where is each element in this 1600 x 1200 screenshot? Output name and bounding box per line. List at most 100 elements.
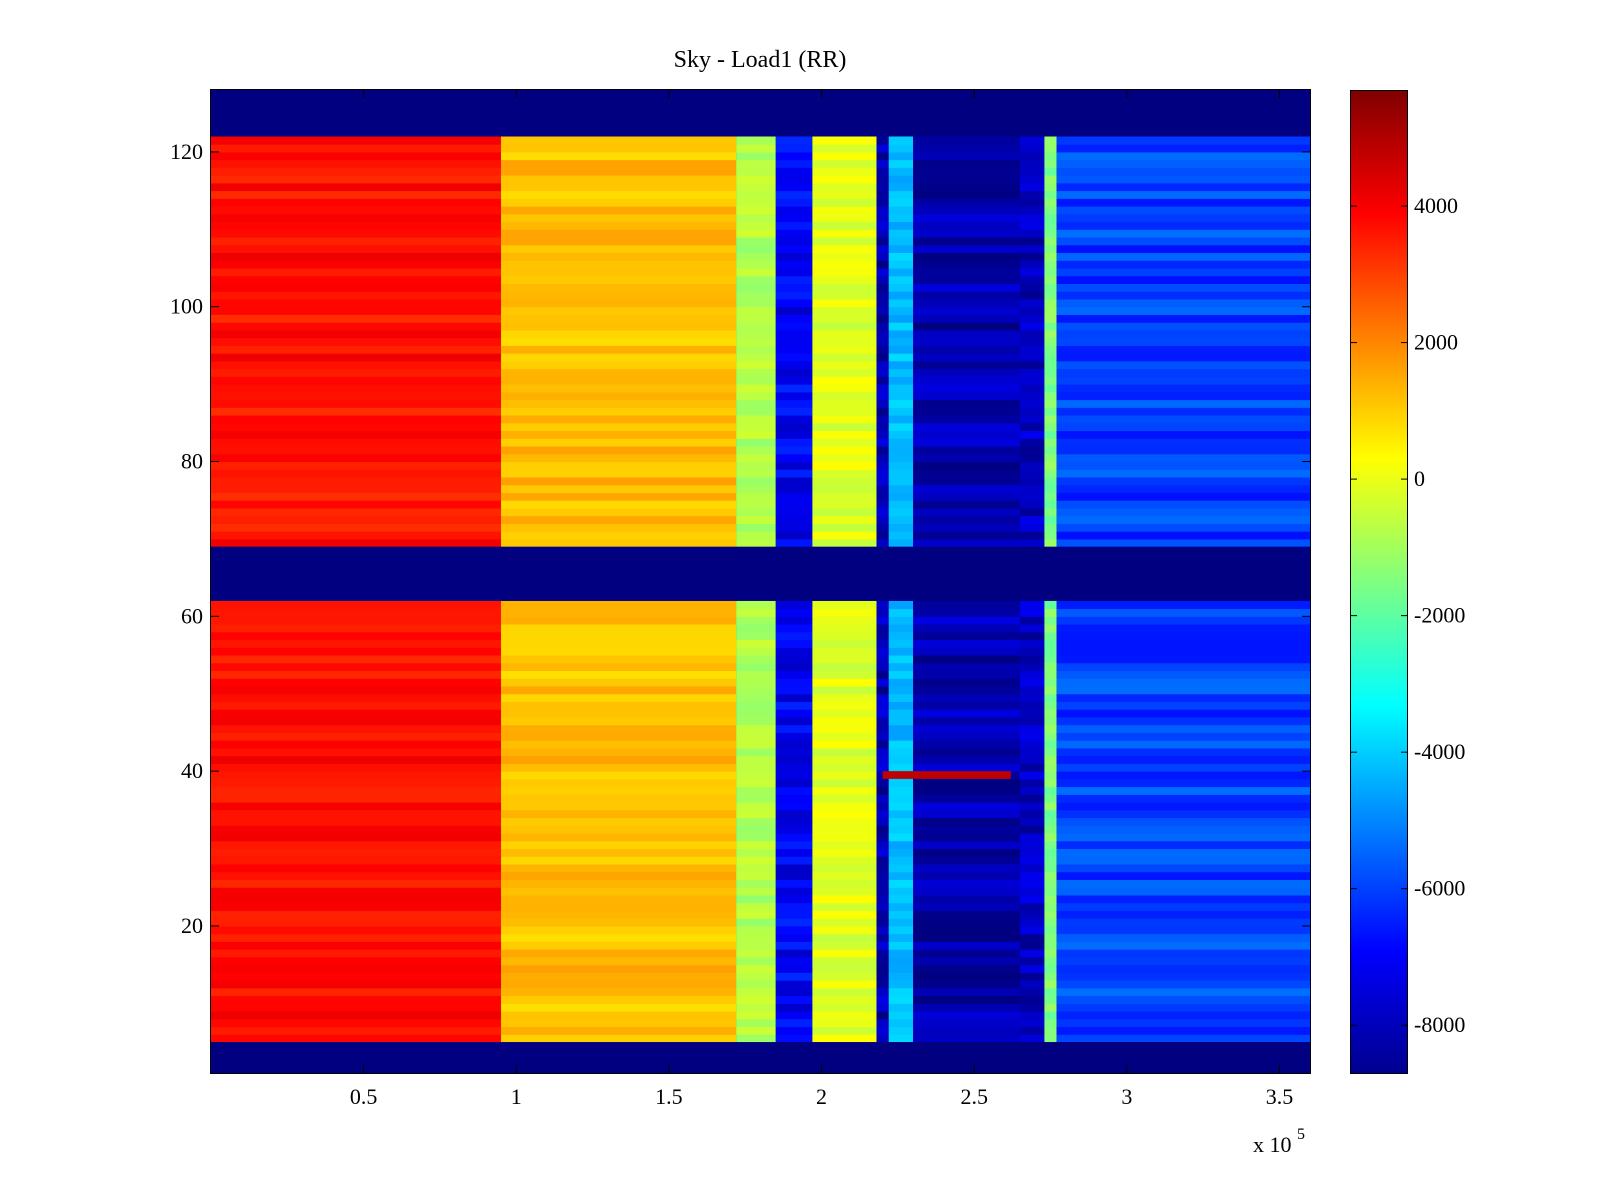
heatmap-cell: [1044, 469, 1057, 478]
heatmap-cell: [1044, 740, 1057, 749]
heatmap-cell: [501, 391, 737, 401]
heatmap-cell: [888, 724, 914, 733]
heatmap-cell: [888, 275, 914, 285]
heatmap-cell: [775, 422, 813, 432]
heatmap-cell: [888, 778, 914, 788]
heatmap-cell: [876, 980, 889, 989]
heatmap-cell: [1044, 213, 1057, 223]
heatmap-cell: [913, 291, 1020, 300]
heatmap-cell: [913, 275, 1020, 285]
heatmap-cell: [876, 477, 889, 486]
heatmap-cell: [736, 167, 776, 176]
heatmap-cell: [1056, 206, 1310, 215]
heatmap-cell: [501, 639, 737, 648]
heatmap-cell: [1019, 446, 1045, 455]
heatmap-cell: [812, 639, 877, 648]
heatmap-cell: [211, 531, 502, 540]
heatmap-cell: [775, 647, 813, 656]
heatmap-cell: [736, 198, 776, 207]
heatmap-cell: [775, 407, 813, 416]
heatmap-cell: [876, 306, 889, 315]
heatmap-cell: [775, 778, 813, 788]
heatmap-cell: [501, 995, 737, 1004]
heatmap-cell: [211, 430, 502, 439]
heatmap-cell: [501, 1026, 737, 1035]
heatmap-cell: [211, 716, 502, 726]
heatmap-cell: [775, 732, 813, 741]
heatmap-cell: [736, 964, 776, 973]
heatmap-cell: [775, 747, 813, 757]
heatmap-cell: [1044, 724, 1057, 733]
heatmap-cell: [775, 322, 813, 331]
heatmap-cell: [736, 910, 776, 919]
heatmap-cell: [913, 206, 1020, 215]
heatmap-cell: [1019, 662, 1045, 672]
heatmap-cell: [736, 182, 776, 192]
heatmap-cell: [1019, 190, 1045, 199]
heatmap-cell: [501, 600, 737, 610]
heatmap-cell: [1019, 964, 1045, 973]
heatmap-cell: [1019, 206, 1045, 215]
heatmap-cell: [913, 786, 1020, 795]
heatmap-cell: [1056, 384, 1310, 393]
y-tick-label: 40: [181, 758, 203, 783]
heatmap-cell: [1056, 337, 1310, 346]
heatmap-cell: [876, 376, 889, 385]
heatmap-cell: [1019, 213, 1045, 223]
heatmap-cell: [736, 1011, 776, 1020]
heatmap-cell: [1019, 461, 1045, 470]
heatmap-cell: [1019, 894, 1045, 904]
heatmap-cell: [1044, 260, 1057, 269]
heatmap-cell: [876, 608, 889, 617]
heatmap-cell: [211, 260, 502, 269]
heatmap-cell: [1019, 972, 1045, 981]
heatmap-cell: [775, 980, 813, 989]
heatmap-cell: [1044, 840, 1057, 850]
heatmap-cell: [501, 894, 737, 904]
heatmap-cell: [736, 631, 776, 641]
heatmap-cell: [888, 693, 914, 702]
heatmap-cell: [775, 786, 813, 795]
heatmap-cell: [1019, 523, 1045, 532]
heatmap-cell: [1044, 244, 1057, 254]
heatmap-cell: [211, 283, 502, 292]
heatmap-cell: [1044, 616, 1057, 625]
heatmap-cell: [775, 933, 813, 942]
heatmap-cell: [1056, 949, 1310, 958]
heatmap-cell: [501, 809, 737, 819]
heatmap-cell: [913, 1026, 1020, 1035]
heatmap-cell: [876, 678, 889, 687]
heatmap-cell: [812, 461, 877, 470]
heatmap-cell: [211, 771, 502, 780]
heatmap-cell: [913, 136, 1020, 145]
heatmap-cell: [1019, 1026, 1045, 1035]
heatmap-cell: [913, 887, 1020, 896]
heatmap-cell: [876, 809, 889, 819]
heatmap-cell: [1019, 670, 1045, 679]
heatmap-cell: [501, 887, 737, 896]
heatmap-cell: [913, 740, 1020, 749]
heatmap-cell: [812, 1018, 877, 1028]
heatmap-cell: [876, 182, 889, 192]
heatmap-cell: [501, 461, 737, 470]
heatmap-cell: [775, 438, 813, 447]
heatmap-cell: [913, 252, 1020, 261]
heatmap-cell: [1019, 306, 1045, 315]
heatmap-cell: [501, 252, 737, 261]
heatmap-cell: [211, 453, 502, 463]
heatmap-cell: [812, 817, 877, 826]
heatmap-cell: [1019, 538, 1045, 548]
heatmap-cell: [913, 949, 1020, 958]
heatmap-cell: [736, 817, 776, 826]
heatmap-cell: [1056, 771, 1310, 780]
heatmap-cell: [1019, 283, 1045, 292]
heatmap-cell: [775, 685, 813, 695]
band-4: [812, 136, 877, 1043]
heatmap-cell: [812, 438, 877, 447]
heatmap-cell: [775, 531, 813, 540]
heatmap-cell: [736, 298, 776, 308]
heatmap-cell: [501, 198, 737, 207]
heatmap-cell: [812, 941, 877, 950]
heatmap-cell: [1019, 817, 1045, 826]
heatmap-cell: [888, 701, 914, 710]
